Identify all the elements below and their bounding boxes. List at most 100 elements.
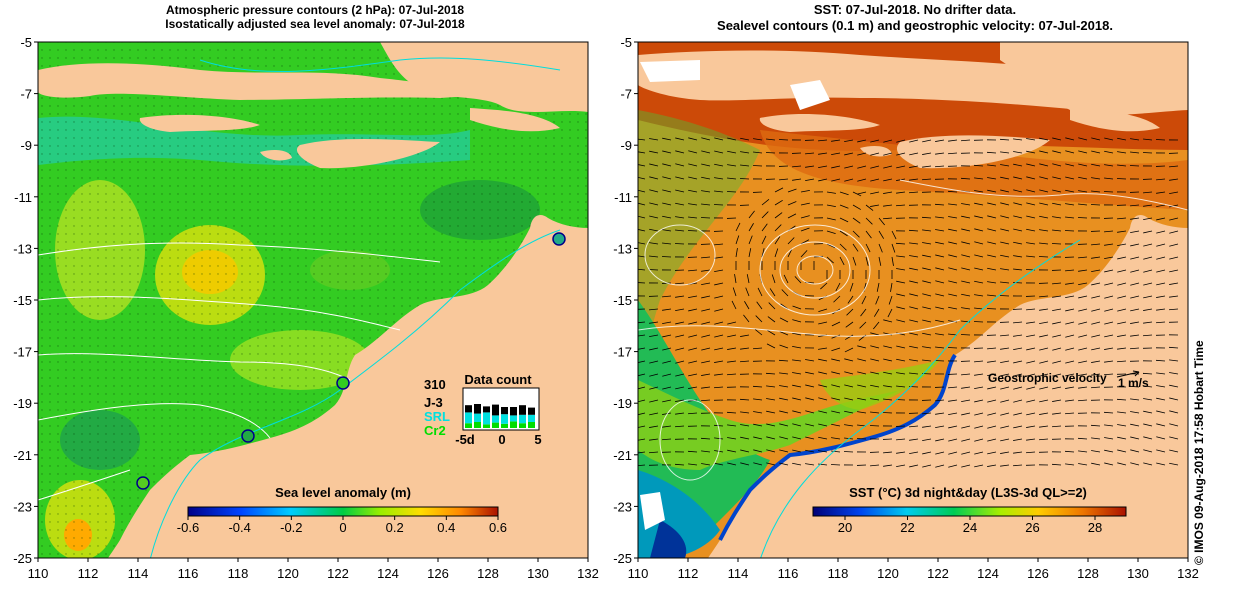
left-axis-xtick-label: 118	[228, 566, 249, 581]
right-axis-ytick-label: -5	[620, 35, 632, 50]
data-count-bar	[465, 412, 472, 424]
data-count-max: 310	[424, 377, 446, 392]
data-count-bar	[501, 407, 508, 415]
tide-gauge-marker	[136, 476, 150, 490]
left-axis-xtick-label: 116	[178, 566, 199, 581]
data-count-bar	[474, 422, 481, 428]
data-count-bar	[492, 422, 499, 428]
left-axis-xtick-label: 132	[577, 566, 599, 581]
sst-colorbar-tick-label: 24	[963, 520, 977, 535]
velocity-legend-unit: 1 m/s	[1118, 376, 1149, 390]
sla-colorbar-tick-label: 0.4	[437, 520, 455, 535]
right-axis-ytick-label: -19	[613, 396, 632, 411]
right-axis-xtick-label: 110	[628, 566, 649, 581]
data-count-bar	[528, 422, 535, 428]
right-axis-ytick-label: -25	[613, 551, 632, 566]
left-axis-ytick-label: -15	[13, 293, 32, 308]
left-axis-xtick-label: 130	[527, 566, 549, 581]
imos-credit: © IMOS 09-Aug-2018 17:58 Hobart Time	[1192, 340, 1206, 565]
tide-gauge-marker	[336, 376, 350, 390]
data-count-bar	[510, 421, 517, 428]
right-axis-xtick-label: 128	[1077, 566, 1099, 581]
data-count-bar	[465, 405, 472, 413]
left-axes: 110 112 114 116 118 120 122 124 126 128 130 132 -5 -7…	[13, 35, 599, 581]
sst-colorbar-tick-label: 28	[1088, 520, 1102, 535]
sla-colorbar-ticks: -0.6 -0.4 -0.2 0 0.2 0.4 0.6	[177, 516, 507, 535]
left-axis-xtick-label: 124	[377, 566, 399, 581]
data-count-bar	[519, 405, 526, 415]
data-count-bars	[465, 404, 535, 428]
sla-map	[38, 42, 588, 558]
left-axis-ytick-label: -25	[13, 551, 32, 566]
sst-colorbar-ticks: 20 22 24 26 28	[838, 516, 1102, 535]
data-count-bar	[528, 407, 535, 415]
left-axis-xtick-label: 120	[277, 566, 299, 581]
data-count-bar	[465, 423, 472, 428]
right-axis-ytick-label: -15	[613, 293, 632, 308]
right-title-line2: Sealevel contours (0.1 m) and geostrophi…	[717, 18, 1113, 33]
data-count-bar	[474, 413, 481, 422]
sst-map	[638, 42, 1188, 558]
data-count-bar	[474, 404, 481, 414]
left-axis-ytick-label: -5	[20, 35, 32, 50]
sst-island-java	[638, 50, 1080, 110]
data-count-xtick: 5	[534, 432, 541, 447]
left-title-line1: Atmospheric pressure contours (2 hPa): 0…	[165, 3, 465, 17]
left-axis-ytick-label: -19	[13, 396, 32, 411]
left-panel-title: Atmospheric pressure contours (2 hPa): 0…	[80, 3, 550, 31]
right-axis-xtick-label: 112	[678, 566, 699, 581]
data-count-bar	[519, 414, 526, 424]
right-axis-xtick-label: 132	[1177, 566, 1199, 581]
data-count-legend-j-3: J-3	[424, 395, 443, 410]
sst-colorbar-tick-label: 22	[900, 520, 914, 535]
sst-australia-landmass	[708, 215, 1188, 558]
tide-gauge-marker	[241, 429, 255, 443]
right-axis-ytick-label: -21	[613, 448, 632, 463]
left-axis-ytick-label: -9	[20, 138, 32, 153]
sla-colorbar-tick-label: -0.4	[228, 520, 250, 535]
right-axis-ytick-label: -13	[613, 241, 632, 256]
sst-colorbar-tick-label: 20	[838, 520, 852, 535]
velocity-legend-arrow	[1116, 371, 1140, 378]
data-count-bar	[528, 414, 535, 422]
data-count-bar	[492, 415, 499, 423]
sla-colorbar-tick-label: -0.2	[280, 520, 302, 535]
right-axis-xtick-label: 126	[1027, 566, 1049, 581]
data-count-title: Data count	[464, 372, 532, 387]
data-count-legend-srl: SRL	[424, 409, 450, 424]
right-axis-xtick-label: 122	[927, 566, 949, 581]
sla-colorbar-tick-label: 0	[339, 520, 346, 535]
data-count-xtick: -5d	[455, 432, 475, 447]
data-count-xtick: 0	[498, 432, 505, 447]
data-count-bar	[510, 407, 517, 416]
sla-colorbar	[187, 506, 499, 517]
left-axis-ytick-label: -11	[14, 190, 32, 205]
data-count-bar	[483, 424, 490, 428]
sla-colorbar-label: Sea level anomaly (m)	[275, 485, 411, 500]
sst-colorbar-tick-label: 26	[1025, 520, 1039, 535]
right-axis-ytick-label: -11	[614, 190, 632, 205]
data-count-bar	[519, 423, 526, 428]
left-axis-xtick-label: 110	[28, 566, 49, 581]
velocity-legend-label: Geostrophic velocity	[988, 371, 1107, 385]
sla-colorbar-tick-label: 0.2	[386, 520, 404, 535]
data-count-bar	[501, 423, 508, 428]
right-axis-xtick-label: 130	[1127, 566, 1149, 581]
right-axis-xtick-label: 124	[977, 566, 999, 581]
right-axis-ytick-label: -17	[613, 345, 632, 360]
left-axis-xtick-label: 126	[427, 566, 449, 581]
left-axis-ytick-label: -17	[13, 345, 32, 360]
right-panel-title: SST: 07-Jul-2018. No drifter data. Seale…	[640, 2, 1190, 34]
velocity-vectors	[638, 137, 1179, 468]
right-axis-ytick-label: -9	[620, 138, 632, 153]
data-count-bar	[510, 415, 517, 422]
right-axis-xtick-label: 118	[828, 566, 849, 581]
right-axis-xtick-label: 120	[877, 566, 899, 581]
data-count-bar	[492, 404, 499, 416]
tide-gauge-marker	[552, 232, 566, 246]
left-axis-ytick-label: -21	[13, 448, 32, 463]
left-axis-xtick-label: 114	[128, 566, 149, 581]
left-axis-ytick-label: -7	[20, 87, 32, 102]
